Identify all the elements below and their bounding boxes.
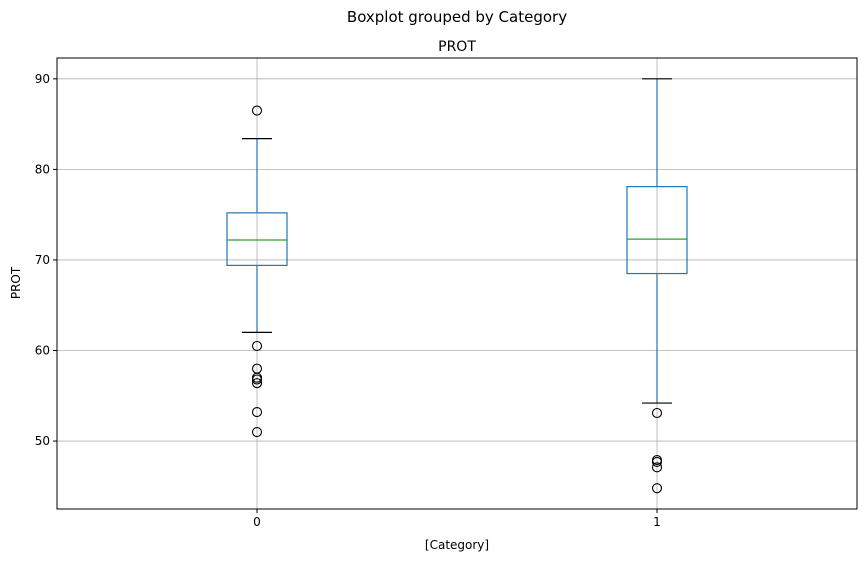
axes-title: PROT [438, 39, 476, 55]
outlier-point [251, 105, 263, 116]
outlier-point [651, 483, 663, 494]
outlier-point [651, 407, 663, 419]
y-tick-label: 50 [35, 434, 50, 448]
y-tick-label: 80 [35, 162, 50, 176]
x-axis-label: [Category] [425, 538, 489, 552]
outlier-point [251, 340, 263, 352]
x-tick-label: 0 [253, 515, 261, 529]
plot-frame [56, 57, 858, 510]
outlier-point [651, 462, 663, 473]
iqr-box [626, 185, 688, 275]
box-category-0 [226, 105, 288, 438]
y-tick-label: 70 [35, 253, 50, 267]
y-axis-label: PROT [9, 266, 23, 299]
y-axis-ticks: 50 60 70 80 90 [35, 72, 57, 448]
outlier-point [651, 456, 663, 467]
grid-lines [57, 58, 857, 509]
y-tick-label: 90 [35, 72, 50, 86]
outlier-point [251, 374, 263, 385]
outlier-point [251, 407, 263, 418]
box-category-1 [626, 78, 688, 494]
figure-suptitle: Boxplot grouped by Category [347, 8, 567, 26]
outlier-point [251, 426, 263, 438]
iqr-box [226, 212, 288, 266]
outlier-point [251, 378, 263, 389]
box-group [226, 78, 688, 494]
y-tick-label: 60 [35, 344, 50, 358]
x-tick-label: 1 [653, 515, 661, 529]
